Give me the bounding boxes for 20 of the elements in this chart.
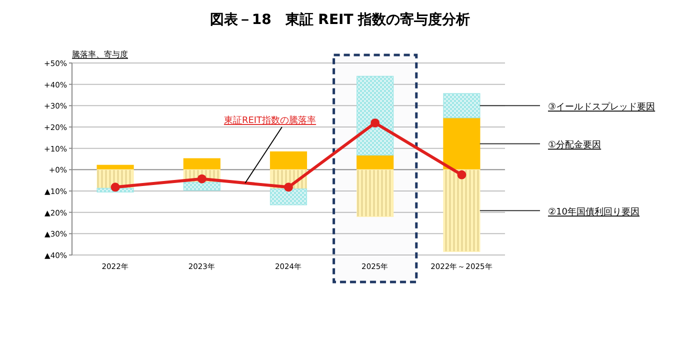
point: [457, 170, 466, 180]
bar: [443, 169, 480, 252]
bar: [270, 188, 308, 206]
text: ①分配金要因: [548, 140, 602, 151]
bar: [270, 151, 308, 170]
y-axis-title: 騰落率、寄与度: [72, 50, 128, 59]
text: ③イールドスプレッド要因: [548, 102, 656, 113]
text: 東証REIT指数の騰落率: [224, 115, 316, 126]
point: [370, 118, 380, 128]
bar: [183, 182, 220, 191]
text: ②10年国債利回り要因: [548, 206, 640, 218]
point: [284, 182, 293, 192]
bar: [356, 169, 394, 217]
bar: [443, 117, 480, 170]
bar: [443, 93, 480, 118]
bar: [356, 76, 394, 156]
bar: [183, 158, 220, 170]
chart-title: 図表－18 東証 REIT 指数の寄与度分析: [210, 11, 470, 28]
bar: [356, 154, 394, 170]
point: [110, 182, 120, 192]
